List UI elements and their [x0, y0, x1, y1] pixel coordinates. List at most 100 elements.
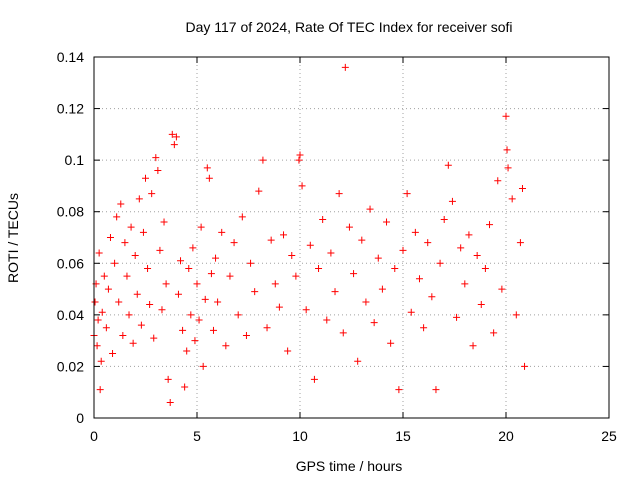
data-point [354, 357, 362, 365]
data-point [284, 347, 292, 355]
data-point [238, 213, 246, 221]
data-point [395, 386, 403, 394]
data-point [111, 259, 119, 267]
data-point [109, 350, 117, 358]
data-point [91, 298, 99, 306]
data-point [255, 187, 263, 195]
data-point [440, 215, 448, 223]
data-point [137, 321, 145, 329]
data-point [201, 295, 209, 303]
data-point [331, 288, 339, 296]
data-point [280, 231, 288, 239]
data-point [181, 383, 189, 391]
data-point [512, 311, 520, 319]
data-point [494, 177, 502, 185]
data-point [271, 280, 279, 288]
data-point [189, 244, 197, 252]
data-point [117, 200, 125, 208]
data-point [242, 331, 250, 339]
data-point [177, 257, 185, 265]
data-point [212, 254, 220, 262]
data-point [144, 264, 152, 272]
data-point [142, 174, 149, 182]
data-point [415, 275, 423, 283]
data-point [205, 174, 213, 182]
data-point [465, 231, 473, 239]
data-point [424, 239, 432, 247]
data-point [457, 244, 465, 252]
y-tick-label: 0.06 [57, 255, 84, 271]
data-point [432, 386, 440, 394]
data-point [168, 130, 176, 138]
x-tick-label: 25 [601, 428, 617, 444]
data-point [490, 329, 498, 337]
data-point [362, 298, 370, 306]
data-point [298, 182, 306, 190]
data-point [461, 280, 469, 288]
data-point [339, 329, 347, 337]
data-point [448, 197, 456, 205]
data-point [508, 195, 516, 203]
data-point [218, 228, 226, 236]
data-point [411, 228, 419, 236]
data-point [207, 270, 215, 278]
data-point [370, 319, 378, 327]
data-point [102, 324, 110, 332]
data-point [179, 326, 187, 334]
x-tick-label: 5 [193, 428, 201, 444]
y-tick-label: 0.08 [57, 204, 84, 220]
plot-frame [93, 56, 610, 419]
data-point [214, 298, 222, 306]
data-point [195, 316, 203, 324]
data-point [399, 246, 407, 254]
data-point [199, 362, 207, 370]
x-tick-label: 10 [292, 428, 308, 444]
data-point [100, 272, 108, 280]
data-point [119, 331, 127, 339]
data-point [323, 316, 331, 324]
data-point [267, 236, 275, 244]
data-point [115, 298, 123, 306]
data-point [197, 223, 205, 231]
data-point [259, 156, 267, 164]
data-point [504, 164, 512, 172]
data-point [391, 264, 399, 272]
data-point [436, 259, 444, 267]
data-point [387, 339, 395, 347]
data-point [113, 213, 121, 221]
data-point [127, 223, 135, 231]
data-point [166, 399, 174, 407]
data-point [518, 185, 526, 193]
data-point [327, 249, 335, 257]
data-point [148, 190, 156, 198]
data-point [407, 308, 415, 316]
data-point [191, 337, 199, 345]
data-point [150, 334, 158, 342]
data-point [222, 342, 230, 350]
y-tick-label: 0.14 [57, 49, 84, 65]
data-point [251, 288, 259, 296]
data-point [234, 311, 242, 319]
data-point [129, 339, 137, 347]
y-tick-label: 0.02 [57, 358, 84, 374]
data-point [319, 215, 327, 223]
data-point [516, 239, 524, 247]
data-point [469, 342, 477, 350]
data-point [335, 190, 343, 198]
data-point [131, 252, 139, 260]
data-point [358, 236, 366, 244]
data-point [95, 249, 103, 257]
data-point [183, 347, 191, 355]
data-point [486, 221, 494, 229]
data-point [295, 156, 303, 164]
data-point [403, 190, 411, 198]
data-point [310, 375, 318, 383]
data-point [374, 254, 382, 262]
data-point [93, 342, 101, 350]
x-axis-label: GPS time / hours [296, 458, 403, 474]
y-tick-label: 0 [76, 410, 84, 426]
data-point [477, 301, 485, 309]
data-point [263, 324, 271, 332]
data-point [172, 133, 180, 141]
x-tick-label: 20 [498, 428, 514, 444]
